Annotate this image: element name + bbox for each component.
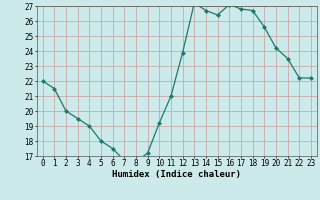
X-axis label: Humidex (Indice chaleur): Humidex (Indice chaleur)	[112, 170, 241, 179]
